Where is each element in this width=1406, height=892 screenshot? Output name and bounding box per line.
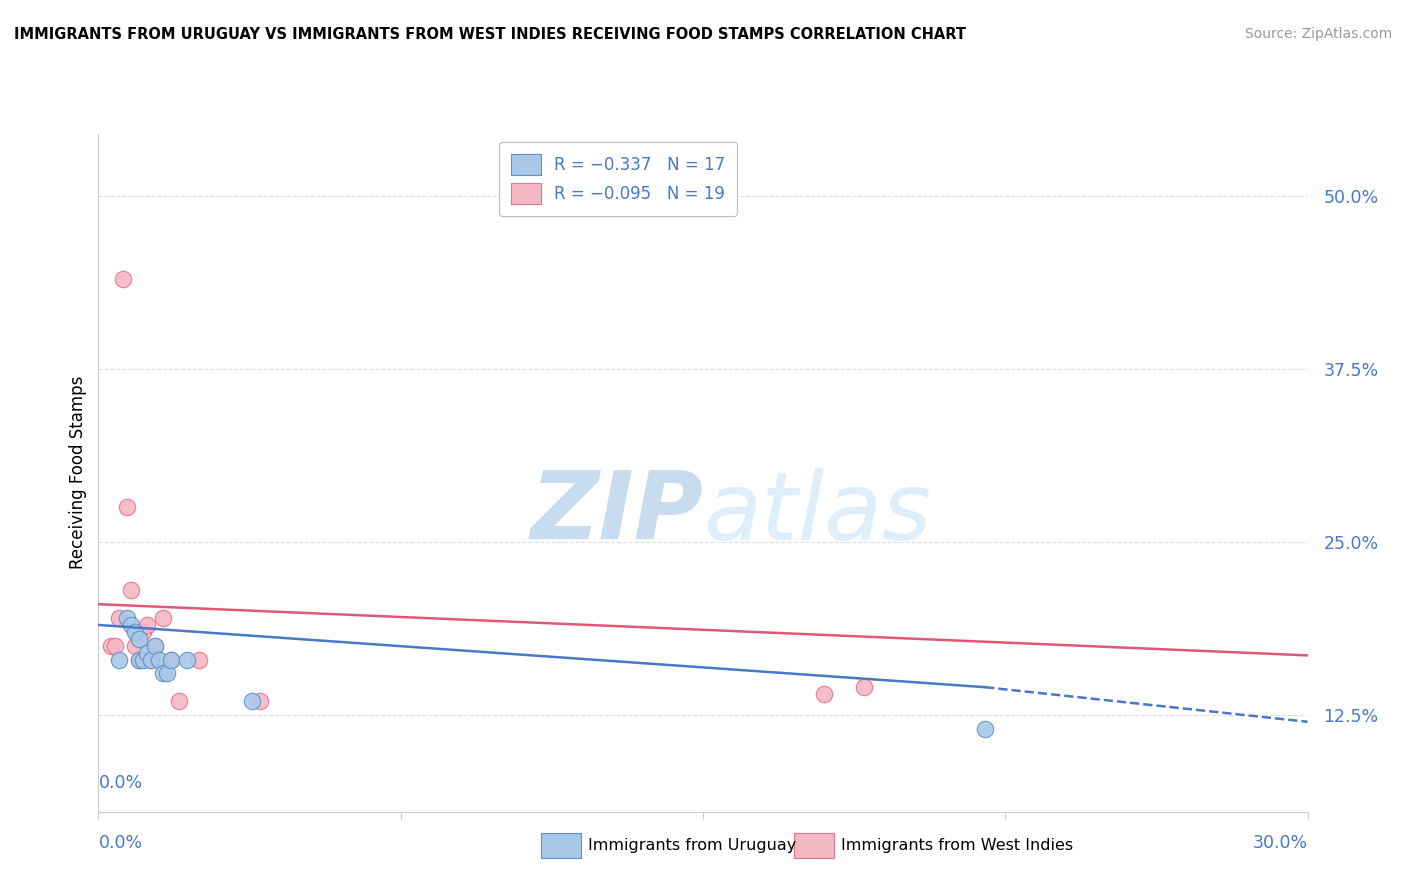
Point — [135, 646, 157, 660]
Point — [139, 652, 162, 666]
Point — [128, 632, 150, 646]
Point — [120, 583, 142, 598]
Point — [974, 722, 997, 736]
Point — [143, 639, 166, 653]
Point — [120, 618, 142, 632]
Point — [128, 652, 150, 666]
Point — [132, 624, 155, 639]
Legend: R = −0.337   N = 17, R = −0.095   N = 19: R = −0.337 N = 17, R = −0.095 N = 19 — [499, 142, 737, 216]
Point — [107, 652, 129, 666]
Text: IMMIGRANTS FROM URUGUAY VS IMMIGRANTS FROM WEST INDIES RECEIVING FOOD STAMPS COR: IMMIGRANTS FROM URUGUAY VS IMMIGRANTS FR… — [14, 27, 966, 42]
Text: Immigrants from Uruguay: Immigrants from Uruguay — [588, 838, 796, 853]
Point — [148, 652, 170, 666]
Point — [156, 666, 179, 681]
Point — [103, 639, 125, 653]
Text: Source: ZipAtlas.com: Source: ZipAtlas.com — [1244, 27, 1392, 41]
Point — [111, 272, 134, 286]
Text: 30.0%: 30.0% — [1253, 834, 1308, 852]
Point — [188, 652, 211, 666]
Point — [135, 618, 157, 632]
Text: 0.0%: 0.0% — [98, 834, 142, 852]
Point — [176, 652, 198, 666]
Text: ZIP: ZIP — [530, 467, 703, 559]
Point — [160, 652, 183, 666]
Point — [124, 624, 146, 639]
Point — [100, 639, 122, 653]
Point — [132, 652, 155, 666]
Point — [115, 611, 138, 625]
Point — [853, 680, 876, 694]
Text: 0.0%: 0.0% — [98, 774, 142, 792]
Point — [139, 652, 162, 666]
Point — [813, 687, 835, 701]
Text: Immigrants from West Indies: Immigrants from West Indies — [841, 838, 1073, 853]
Point — [143, 639, 166, 653]
Point — [107, 611, 129, 625]
Point — [115, 500, 138, 515]
Point — [152, 666, 174, 681]
Point — [124, 639, 146, 653]
Y-axis label: Receiving Food Stamps: Receiving Food Stamps — [69, 376, 87, 569]
Point — [160, 652, 183, 666]
Point — [152, 611, 174, 625]
Point — [249, 694, 271, 708]
Point — [167, 694, 190, 708]
Point — [128, 652, 150, 666]
Point — [240, 694, 263, 708]
Text: atlas: atlas — [703, 468, 931, 559]
